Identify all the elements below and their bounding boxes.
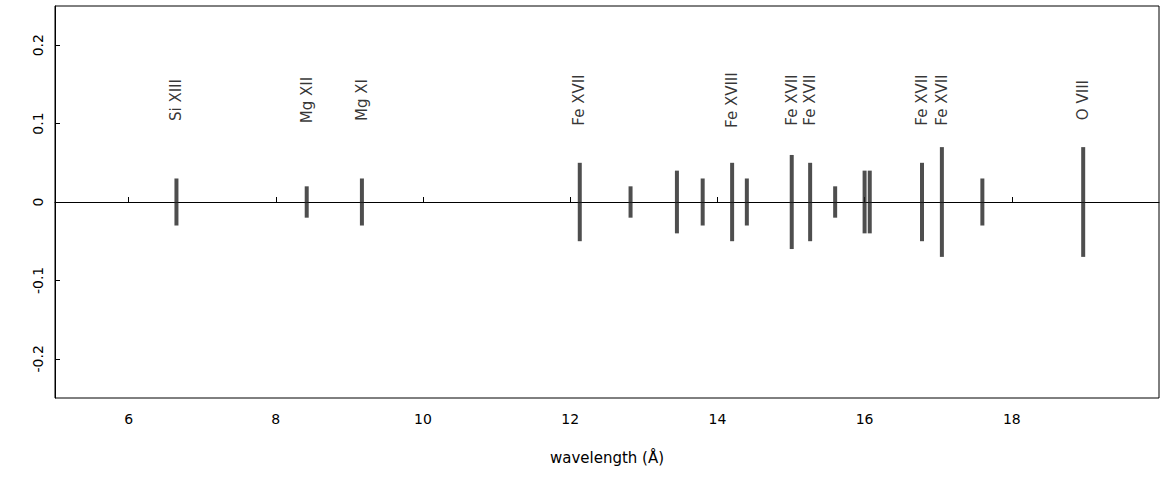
svg-text:8: 8 — [271, 411, 280, 427]
svg-text:-0.2: -0.2 — [30, 345, 46, 372]
svg-text:Fe XVII: Fe XVII — [913, 74, 931, 125]
svg-text:12: 12 — [561, 411, 579, 427]
svg-text:18: 18 — [1003, 411, 1021, 427]
svg-text:Fe XVIII: Fe XVIII — [723, 72, 741, 128]
svg-text:6: 6 — [124, 411, 133, 427]
svg-text:10: 10 — [414, 411, 432, 427]
svg-text:16: 16 — [856, 411, 874, 427]
svg-text:O VIII: O VIII — [1074, 80, 1092, 120]
svg-text:Fe XVII: Fe XVII — [783, 74, 801, 125]
svg-text:Mg XII: Mg XII — [298, 77, 316, 123]
svg-text:wavelength (Å): wavelength (Å) — [550, 448, 664, 467]
svg-text:Fe XVII: Fe XVII — [801, 74, 819, 125]
svg-text:Mg XI: Mg XI — [353, 79, 371, 121]
svg-text:Fe XVII: Fe XVII — [570, 74, 588, 125]
svg-text:Fe XVII: Fe XVII — [933, 74, 951, 125]
svg-text:0.1: 0.1 — [30, 112, 46, 134]
svg-text:-0.1: -0.1 — [30, 267, 46, 294]
svg-text:14: 14 — [708, 411, 726, 427]
svg-text:0.2: 0.2 — [30, 34, 46, 56]
svg-text:0: 0 — [30, 198, 46, 207]
svg-text:Si XIII: Si XIII — [167, 79, 185, 121]
